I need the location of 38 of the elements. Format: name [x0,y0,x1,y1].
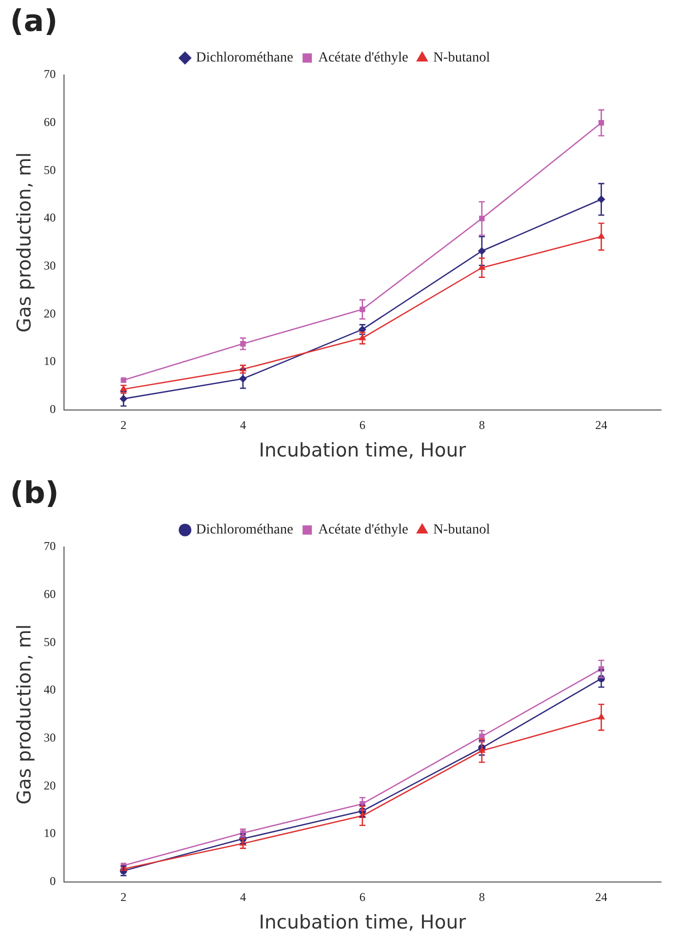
y-axis-title: Gas production, ml [13,152,36,332]
legend-label: Dichlorométhane [196,50,294,66]
y-tick-label: 0 [50,874,56,888]
y-tick-label: 10 [44,354,56,368]
x-tick-label: 24 [595,418,608,432]
y-tick-label: 40 [44,210,56,225]
legend-label: N-butanol [433,522,490,538]
y-tick-label: 60 [44,114,56,129]
x-axis-title: Incubation time, Hour [258,912,466,934]
y-tick-label: 70 [44,539,56,554]
legend-label: Acétate d'éthyle [318,522,408,538]
y-tick-label: 30 [44,258,56,272]
y-tick-label: 20 [44,306,56,320]
x-tick-label: 2 [120,890,127,904]
y-tick-label: 50 [44,162,56,177]
x-tick-label: 6 [359,418,366,432]
chart-title: (a) [10,4,58,39]
x-axis-title: Incubation time, Hour [258,440,466,462]
legend-label: Dichlorométhane [196,522,294,538]
y-tick-label: 70 [44,67,56,82]
x-tick-label: 2 [120,418,127,432]
x-tick-label: 6 [359,890,366,904]
x-tick-label: 4 [240,890,246,904]
legend-label: N-butanol [433,50,490,66]
chart-title: (b) [10,476,59,511]
y-tick-label: 50 [44,634,56,649]
y-tick-label: 20 [44,778,56,792]
x-tick-label: 8 [478,418,485,432]
y-tick-label: 10 [44,826,56,840]
y-tick-label: 0 [50,402,56,416]
x-tick-label: 24 [595,890,608,904]
x-tick-label: 4 [240,418,246,432]
y-tick-label: 30 [44,730,56,744]
y-tick-label: 40 [44,682,56,697]
y-axis-title: Gas production, ml [13,624,36,804]
legend-label: Acétate d'éthyle [318,50,408,66]
x-tick-label: 8 [478,890,485,904]
y-tick-label: 60 [44,586,56,601]
